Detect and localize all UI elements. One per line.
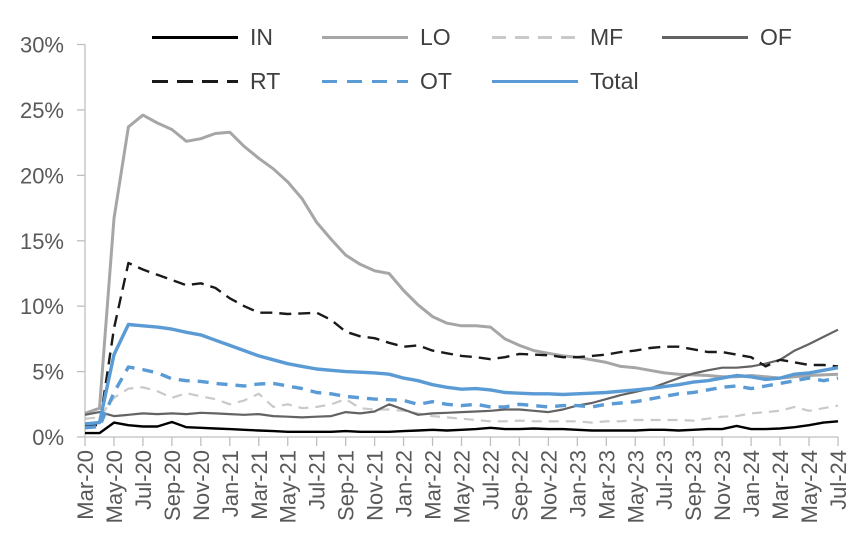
legend-item-ot: OT — [322, 59, 492, 103]
x-axis-tick-label: May-21 — [276, 450, 301, 523]
y-axis-tick-label: 10% — [20, 294, 64, 319]
x-axis-tick-label: Jan-22 — [392, 450, 417, 517]
legend-line-sample-ot — [322, 79, 408, 83]
x-axis-tick-label: May-22 — [450, 450, 475, 523]
legend-line-sample-total — [492, 79, 578, 83]
x-axis-tick-label: Mar-21 — [247, 450, 272, 520]
y-axis-tick-label: 0% — [32, 425, 64, 450]
legend-line-sample-rt — [152, 79, 238, 83]
series-line-mf — [84, 386, 839, 424]
x-axis-tick-label: Sep-23 — [681, 450, 706, 521]
series-line-rt — [85, 261, 839, 427]
x-axis-tick-label: Nov-22 — [536, 450, 561, 521]
x-axis-tick-label: May-24 — [797, 450, 822, 523]
x-axis-tick-label: Jul-22 — [478, 450, 503, 510]
x-axis-tick-label: Sep-20 — [160, 450, 185, 521]
legend-item-rt: RT — [152, 59, 322, 103]
legend-label-of: OF — [760, 23, 792, 50]
legend-label-rt: RT — [250, 67, 281, 94]
legend-item-in: IN — [152, 15, 322, 59]
x-axis-tick-label: Jul-24 — [826, 450, 851, 510]
x-axis-tick-label: May-20 — [102, 450, 127, 523]
y-axis-tick-label: 30% — [20, 33, 64, 58]
y-axis-tick-label: 5% — [32, 360, 64, 385]
series-line-lo — [84, 113, 839, 415]
x-axis-tick-label: Mar-20 — [73, 450, 98, 520]
x-axis-tick-label: Mar-22 — [421, 450, 446, 520]
y-axis-tick-label: 20% — [20, 163, 64, 188]
legend-item-total: Total — [492, 59, 662, 103]
legend-line-sample-mf — [492, 35, 578, 39]
legend-line-sample-in — [152, 35, 238, 39]
x-axis-tick-label: Jul-23 — [652, 450, 677, 510]
legend-label-in: IN — [250, 23, 273, 50]
legend-item-lo: LO — [322, 15, 492, 59]
legend-label-total: Total — [590, 67, 639, 94]
x-axis-tick-label: Nov-21 — [363, 450, 388, 521]
legend-line-sample-of — [662, 35, 748, 39]
x-axis-tick-label: Jan-23 — [565, 450, 590, 517]
legend-item-mf: MF — [492, 15, 662, 59]
x-axis-tick-label: Jan-24 — [739, 450, 764, 517]
x-axis-tick-label: Sep-22 — [507, 450, 532, 521]
legend-line-sample-lo — [322, 35, 408, 39]
legend-label-mf: MF — [590, 23, 624, 50]
series-line-total — [84, 322, 839, 426]
x-axis-tick-label: Jul-21 — [305, 450, 330, 510]
legend: IN LO MF OF RT OT Total — [152, 15, 832, 103]
x-axis-tick-label: Mar-24 — [768, 450, 793, 520]
legend-label-ot: OT — [420, 67, 452, 94]
y-axis-tick-label: 25% — [20, 98, 64, 123]
x-axis-tick-label: Nov-23 — [710, 450, 735, 521]
legend-item-of: OF — [662, 15, 832, 59]
series-line-in — [85, 420, 839, 435]
x-axis-tick-label: Jul-20 — [131, 450, 156, 510]
x-axis-tick-label: Jan-21 — [218, 450, 243, 517]
series-line-of — [84, 328, 839, 419]
x-axis-tick-label: Nov-20 — [189, 450, 214, 521]
series-line-ot — [84, 365, 839, 430]
x-axis-tick-label: Mar-23 — [594, 450, 619, 520]
x-axis-tick-label: May-23 — [623, 450, 648, 523]
x-axis-tick-label: Sep-21 — [334, 450, 359, 521]
y-axis-tick-label: 15% — [20, 229, 64, 254]
legend-label-lo: LO — [420, 23, 451, 50]
